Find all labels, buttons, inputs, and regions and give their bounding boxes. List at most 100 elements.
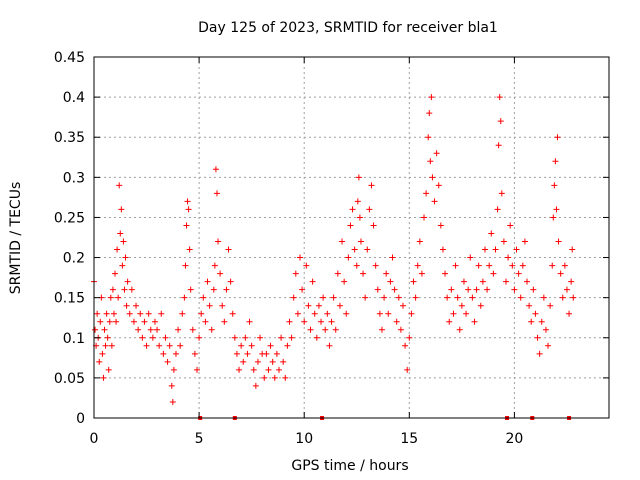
data-point <box>569 246 576 253</box>
data-point <box>469 294 476 301</box>
data-point <box>553 206 560 213</box>
data-point <box>421 214 428 221</box>
data-point <box>428 94 435 101</box>
data-point <box>414 262 421 269</box>
data-point <box>465 286 472 293</box>
data-point <box>460 278 467 285</box>
data-point <box>550 214 557 221</box>
axis-ticks <box>93 56 609 419</box>
data-point <box>332 326 339 333</box>
data-point <box>130 318 137 325</box>
data-point <box>343 310 350 317</box>
data-point <box>257 334 264 341</box>
data-point <box>120 238 127 245</box>
data-point <box>328 318 335 325</box>
data-point <box>479 278 486 285</box>
plot-frame <box>93 56 610 419</box>
data-point <box>530 286 537 293</box>
data-point <box>534 334 541 341</box>
data-point <box>473 286 480 293</box>
data-point <box>204 278 211 285</box>
data-point <box>225 246 232 253</box>
data-point <box>519 262 526 269</box>
data-point <box>284 342 291 349</box>
data-point <box>151 318 158 325</box>
data-point <box>511 286 518 293</box>
data-point <box>208 326 215 333</box>
data-point <box>416 238 423 245</box>
data-point <box>538 318 545 325</box>
data-point <box>286 318 293 325</box>
data-point <box>498 190 505 197</box>
data-point <box>450 310 457 317</box>
y-tick-label: 0.1 <box>63 331 85 347</box>
data-point <box>555 238 562 245</box>
data-point <box>112 270 119 277</box>
data-point <box>147 326 154 333</box>
data-point <box>357 238 364 245</box>
data-point <box>477 302 484 309</box>
data-point <box>109 286 116 293</box>
data-point <box>106 318 113 325</box>
data-point <box>439 246 446 253</box>
y-tick-label: 0.05 <box>54 371 85 387</box>
x-tick-labels: 0 5 10 15 20 <box>90 431 524 447</box>
data-point <box>372 262 379 269</box>
data-point <box>495 142 502 149</box>
data-point <box>269 358 276 365</box>
data-point <box>145 310 152 317</box>
data-point <box>393 318 400 325</box>
data-point <box>119 262 126 269</box>
data-point <box>456 326 463 333</box>
data-point <box>433 150 440 157</box>
data-point <box>547 302 554 309</box>
data-point <box>503 278 509 285</box>
data-point <box>521 238 528 245</box>
data-point <box>231 334 238 341</box>
data-point <box>366 206 373 213</box>
data-point <box>99 350 106 357</box>
data-point <box>370 222 377 229</box>
data-point <box>252 382 259 389</box>
data-point <box>166 342 173 349</box>
data-point <box>408 310 415 317</box>
data-point <box>507 222 514 229</box>
data-point <box>389 254 396 261</box>
data-point <box>113 318 120 325</box>
data-point <box>404 366 411 373</box>
data-point <box>135 326 142 333</box>
data-point <box>356 214 363 221</box>
data-point <box>282 374 289 381</box>
data-point <box>250 366 257 373</box>
data-point <box>381 294 388 301</box>
data-point <box>467 254 474 261</box>
data-point <box>360 270 367 277</box>
y-tick-label: 0.3 <box>63 170 85 186</box>
data-point <box>164 358 171 365</box>
data-point <box>429 174 436 181</box>
data-point <box>307 326 314 333</box>
data-point <box>210 286 217 293</box>
data-point <box>437 222 444 229</box>
data-point <box>206 302 213 309</box>
data-point <box>431 198 438 205</box>
data-point <box>517 294 524 301</box>
data-point <box>339 238 346 245</box>
data-point <box>341 278 348 285</box>
data-point <box>160 350 167 357</box>
data-point <box>229 310 236 317</box>
data-point <box>124 278 131 285</box>
data-point <box>313 334 320 341</box>
x-tick-label: 10 <box>295 431 313 447</box>
data-point <box>301 318 308 325</box>
data-point <box>471 318 478 325</box>
data-point <box>362 294 369 301</box>
data-point <box>542 326 549 333</box>
data-point <box>406 334 413 341</box>
data-point <box>94 310 101 317</box>
data-point <box>412 294 419 301</box>
data-point <box>108 342 115 349</box>
data-point <box>219 302 226 309</box>
data-point <box>186 246 193 253</box>
